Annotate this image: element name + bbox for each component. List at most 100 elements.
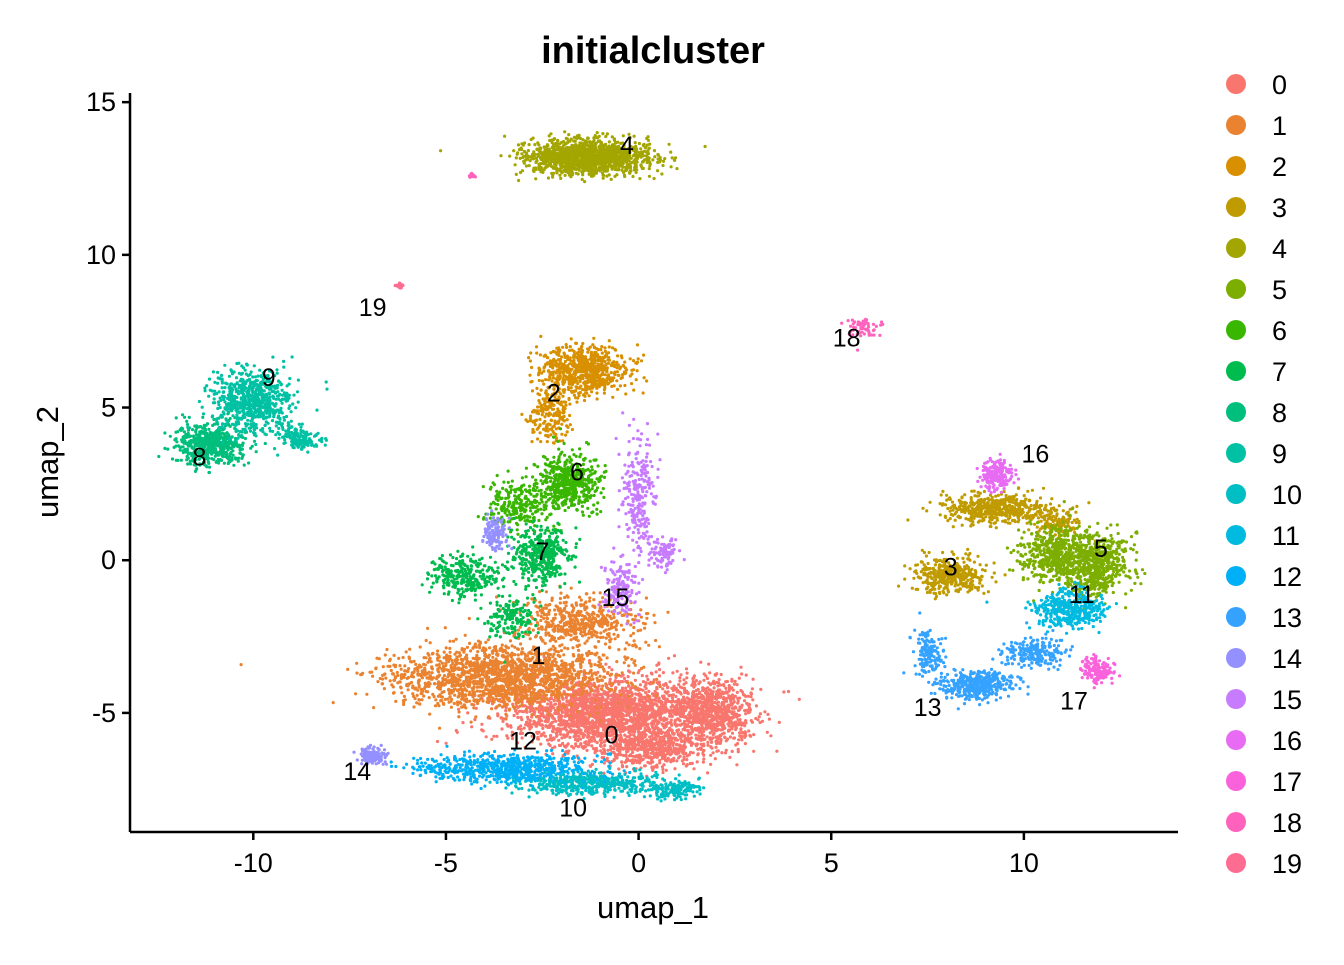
legend-item-11: 11 [1226,521,1300,551]
legend-label: 4 [1272,234,1287,264]
legend-item-0: 0 [1226,70,1287,100]
y-tick-label: 15 [86,87,116,117]
legend-item-18: 18 [1226,808,1302,838]
legend-label: 8 [1272,398,1287,428]
x-tick-label: 0 [631,848,646,878]
legend-label: 6 [1272,316,1287,346]
legend-item-15: 15 [1226,685,1302,715]
legend-item-17: 17 [1226,767,1302,797]
legend-label: 3 [1272,193,1287,223]
cluster-label-16: 16 [1021,440,1049,468]
legend-label: 15 [1272,685,1302,715]
legend-label: 17 [1272,767,1302,797]
cluster-label-19: 19 [359,294,387,322]
cluster-label-9: 9 [262,364,276,392]
legend-swatch [1226,115,1246,135]
cluster-19-points [394,282,405,290]
legend-item-19: 19 [1226,849,1302,879]
cluster-label-10: 10 [559,795,587,823]
legend-swatch [1226,648,1246,668]
legend-item-16: 16 [1226,726,1302,756]
legend-item-4: 4 [1226,234,1287,264]
legend-label: 10 [1272,480,1302,510]
x-tick-label: 5 [824,848,839,878]
y-axis-title: umap_2 [30,406,65,518]
cluster-label-2: 2 [547,379,561,407]
legend-swatch [1226,689,1246,709]
legend-item-6: 6 [1226,316,1287,346]
legend-swatch [1226,853,1246,873]
points-layer [157,130,1146,802]
legend-swatch [1226,156,1246,176]
legend-item-2: 2 [1226,152,1287,182]
cluster-label-15: 15 [602,584,630,612]
legend-swatch [1226,361,1246,381]
legend-item-3: 3 [1226,193,1287,223]
x-axis-title: umap_1 [597,890,709,925]
x-tick-label: -5 [434,848,458,878]
legend-swatch [1226,74,1246,94]
legend-label: 11 [1272,521,1300,551]
cluster-2-points [520,335,648,445]
legend-swatch [1226,525,1246,545]
cluster-label-6: 6 [570,459,584,487]
cluster-label-18: 18 [833,324,861,352]
legend-swatch [1226,402,1246,422]
legend-label: 19 [1272,849,1302,879]
legend-swatch [1226,607,1246,627]
y-tick-label: 10 [86,240,116,270]
cluster-label-8: 8 [192,443,206,471]
legend-swatch [1226,730,1246,750]
cluster-label-17: 17 [1060,688,1088,716]
legend-swatch [1226,197,1246,217]
cluster-4-points [439,130,707,183]
x-tick-label: -10 [234,848,273,878]
legend-item-5: 5 [1226,275,1287,305]
x-tick-label: 10 [1009,848,1039,878]
cluster-17-points [1079,653,1121,689]
legend-item-13: 13 [1226,603,1302,633]
legend-swatch [1226,566,1246,586]
legend-item-8: 8 [1226,398,1287,428]
legend-label: 0 [1272,70,1287,100]
legend-swatch [1226,484,1246,504]
y-tick-label: 5 [101,393,116,423]
legend-label: 1 [1272,111,1287,141]
legend-item-12: 12 [1226,562,1302,592]
legend-item-14: 14 [1226,644,1302,674]
legend-item-1: 1 [1226,111,1287,141]
legend-swatch [1226,320,1246,340]
legend-swatch [1226,238,1246,258]
legend-label: 18 [1272,808,1302,838]
legend-label: 12 [1272,562,1302,592]
cluster-18-points [468,172,885,352]
cluster-label-4: 4 [620,132,634,160]
cluster-label-5: 5 [1094,535,1108,563]
legend-swatch [1226,812,1246,832]
cluster-label-0: 0 [605,721,619,749]
legend-item-7: 7 [1226,357,1287,387]
cluster-7-points [421,517,582,664]
legend-label: 9 [1272,439,1287,469]
legend-swatch [1226,279,1246,299]
chart-title: initialcluster [541,30,765,72]
legend-label: 5 [1272,275,1287,305]
cluster-label-11: 11 [1069,581,1095,609]
cluster-label-3: 3 [944,553,958,581]
cluster-16-points [976,453,1021,495]
legend-label: 16 [1272,726,1302,756]
y-tick-label: -5 [92,698,116,728]
legend-label: 7 [1272,357,1287,387]
legend-label: 13 [1272,603,1302,633]
cluster-label-14: 14 [343,758,371,786]
cluster-label-7: 7 [535,538,549,566]
legend-item-10: 10 [1226,480,1302,510]
legend-label: 2 [1272,152,1287,182]
cluster-label-12: 12 [509,727,537,755]
legend-item-9: 9 [1226,439,1287,469]
legend-label: 14 [1272,644,1302,674]
legend-swatch [1226,771,1246,791]
